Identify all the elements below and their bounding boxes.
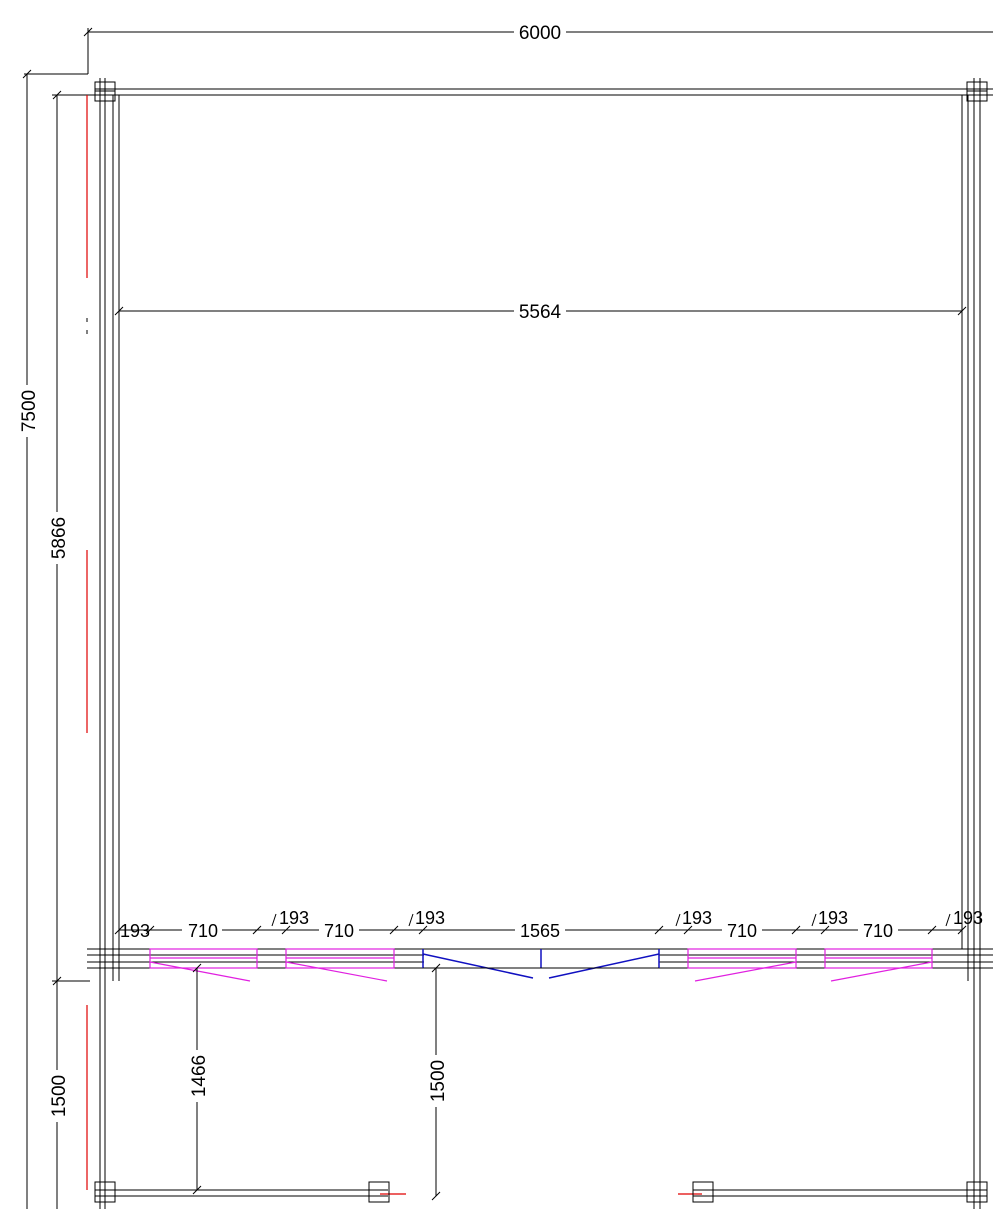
corner-post (966, 1181, 988, 1203)
window (824, 948, 933, 982)
segment-label: 193 (415, 908, 445, 928)
overall-width-dimension: 6000 (24, 22, 993, 75)
segment-label: 710 (727, 921, 757, 941)
segment-label: 193 (279, 908, 309, 928)
window-porch-depth-label: 1466 (189, 1055, 210, 1097)
segment-label: 710 (324, 921, 354, 941)
front-wall-dimension-chain: 193 710 193 710 193 1565 193 710 193 710… (114, 908, 983, 941)
door-porch-dimension: 1500 (427, 963, 449, 1201)
segment-label: 1565 (520, 921, 560, 941)
overall-width-label: 6000 (519, 23, 561, 44)
window (687, 948, 797, 982)
segment-label: 193 (818, 908, 848, 928)
double-door (422, 949, 660, 979)
inner-width-dimension: 5564 (114, 301, 967, 323)
inner-depth-dimension: 5866 (48, 90, 104, 986)
segment-label: 193 (953, 908, 983, 928)
overall-depth-label: 7500 (19, 390, 40, 432)
porch-post (368, 1181, 390, 1203)
corner-post (94, 1181, 116, 1203)
inner-width-label: 5564 (519, 302, 562, 323)
inner-depth-label: 5866 (49, 517, 70, 559)
window-porch-dimension: 1466 (188, 963, 210, 1195)
porch-depth-label: 1500 (49, 1075, 70, 1117)
building-walls (94, 78, 993, 1209)
window (149, 948, 258, 982)
porch-post (692, 1181, 714, 1203)
edge-markers (86, 95, 702, 1195)
door-porch-depth-label: 1500 (428, 1060, 449, 1102)
overall-depth-dimension: 7500 (18, 69, 40, 1209)
segment-label: 193 (682, 908, 712, 928)
segment-label: 710 (188, 921, 218, 941)
segment-label: 710 (863, 921, 893, 941)
porch-depth-dimension: 1500 (48, 980, 90, 1209)
segment-label: 193 (120, 921, 150, 941)
window (285, 948, 395, 982)
